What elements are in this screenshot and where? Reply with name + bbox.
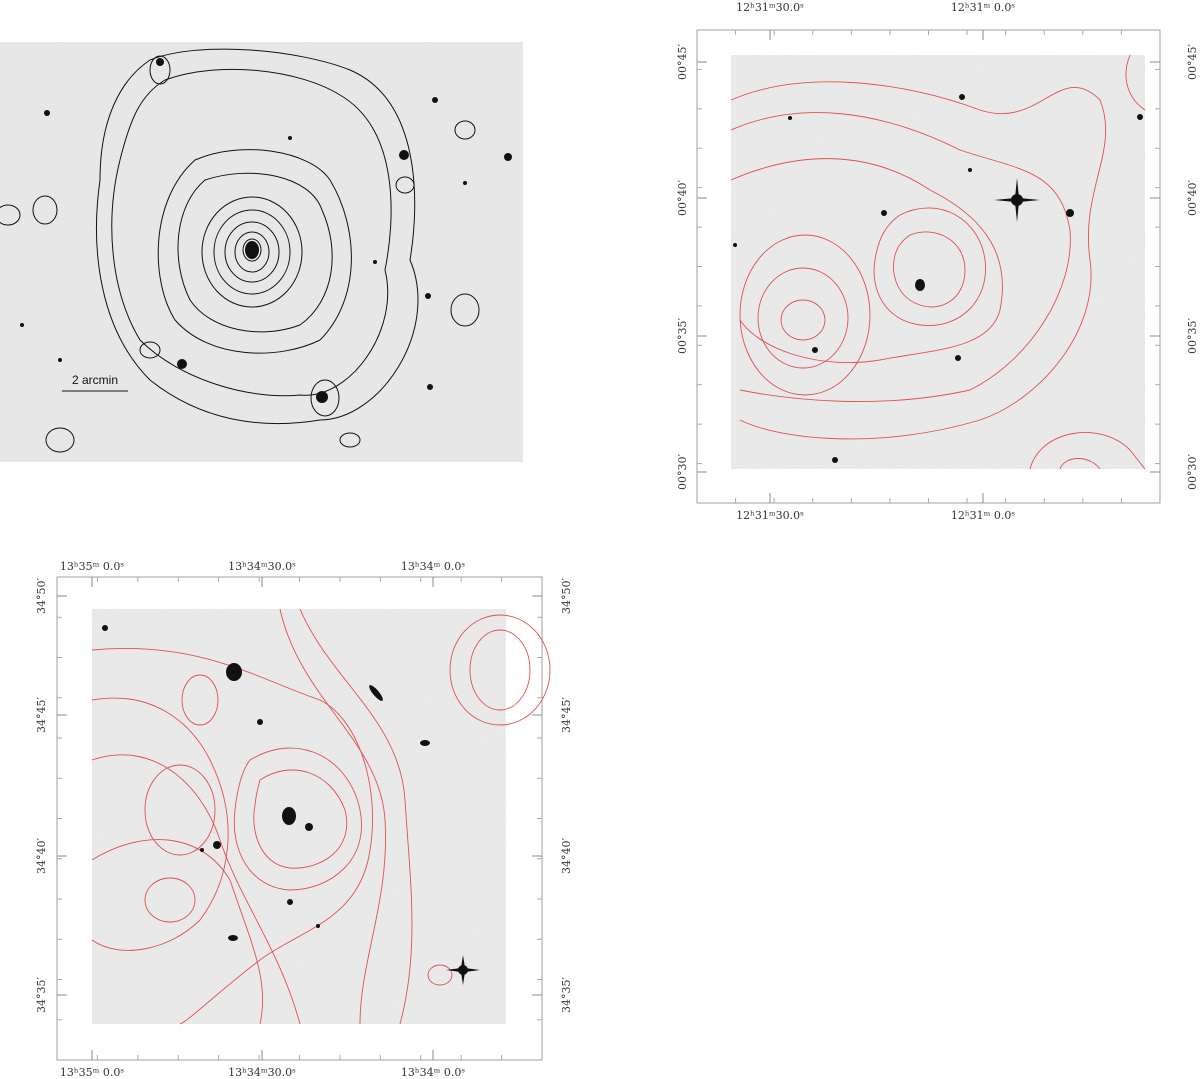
sky-noise xyxy=(0,42,523,462)
x-tick-label: 13ʰ35ᵐ 0.0ˢ xyxy=(60,560,124,573)
y-tick-label: 00°40′ xyxy=(1186,180,1199,216)
y-tick-label: 34°35′ xyxy=(560,977,573,1013)
x-tick-label: 12ʰ31ᵐ30.0ˢ xyxy=(736,509,804,522)
stars xyxy=(20,58,512,403)
y-tick-label: 34°40′ xyxy=(560,838,573,874)
y-tick-label: 00°30′ xyxy=(1186,454,1199,490)
y-tick-label: 00°40′ xyxy=(676,180,689,216)
sky-noise xyxy=(731,55,1145,469)
y-tick-label: 34°40′ xyxy=(35,838,48,874)
panel-a: 2 arcmin xyxy=(0,42,523,462)
panel-b xyxy=(696,29,1161,504)
y-tick-label: 34°45′ xyxy=(35,697,48,733)
stars xyxy=(102,625,480,985)
x-tick-label: 13ʰ34ᵐ 0.0ˢ xyxy=(401,1066,465,1079)
y-tick-label: 00°45′ xyxy=(1186,44,1199,80)
y-tick-label: 34°50′ xyxy=(35,578,48,614)
x-tick-label: 12ʰ31ᵐ 0.0ˢ xyxy=(951,1,1015,14)
x-tick-label: 13ʰ35ᵐ 0.0ˢ xyxy=(60,1066,124,1079)
y-tick-label: 00°30′ xyxy=(676,454,689,490)
contours xyxy=(730,54,1146,470)
y-tick-label: 34°45′ xyxy=(560,697,573,733)
x-tick-label: 12ʰ31ᵐ30.0ˢ xyxy=(736,1,804,14)
sky-noise xyxy=(92,609,506,1024)
x-tick-label: 12ʰ31ᵐ 0.0ˢ xyxy=(951,509,1015,522)
stars xyxy=(733,94,1143,463)
x-tick-label: 13ʰ34ᵐ 0.0ˢ xyxy=(401,560,465,573)
y-tick-label: 00°35′ xyxy=(676,318,689,354)
x-tick-label: 13ʰ34ᵐ30.0ˢ xyxy=(228,1066,296,1079)
y-tick-label: 34°35′ xyxy=(35,977,48,1013)
y-tick-label: 00°35′ xyxy=(1186,318,1199,354)
y-tick-label: 00°45′ xyxy=(676,44,689,80)
x-tick-label: 13ʰ34ᵐ30.0ˢ xyxy=(228,560,296,573)
scale-bar-label: 2 arcmin xyxy=(72,373,118,387)
y-tick-label: 34°50′ xyxy=(560,578,573,614)
panel-c xyxy=(56,576,551,1061)
contours xyxy=(91,608,551,1025)
